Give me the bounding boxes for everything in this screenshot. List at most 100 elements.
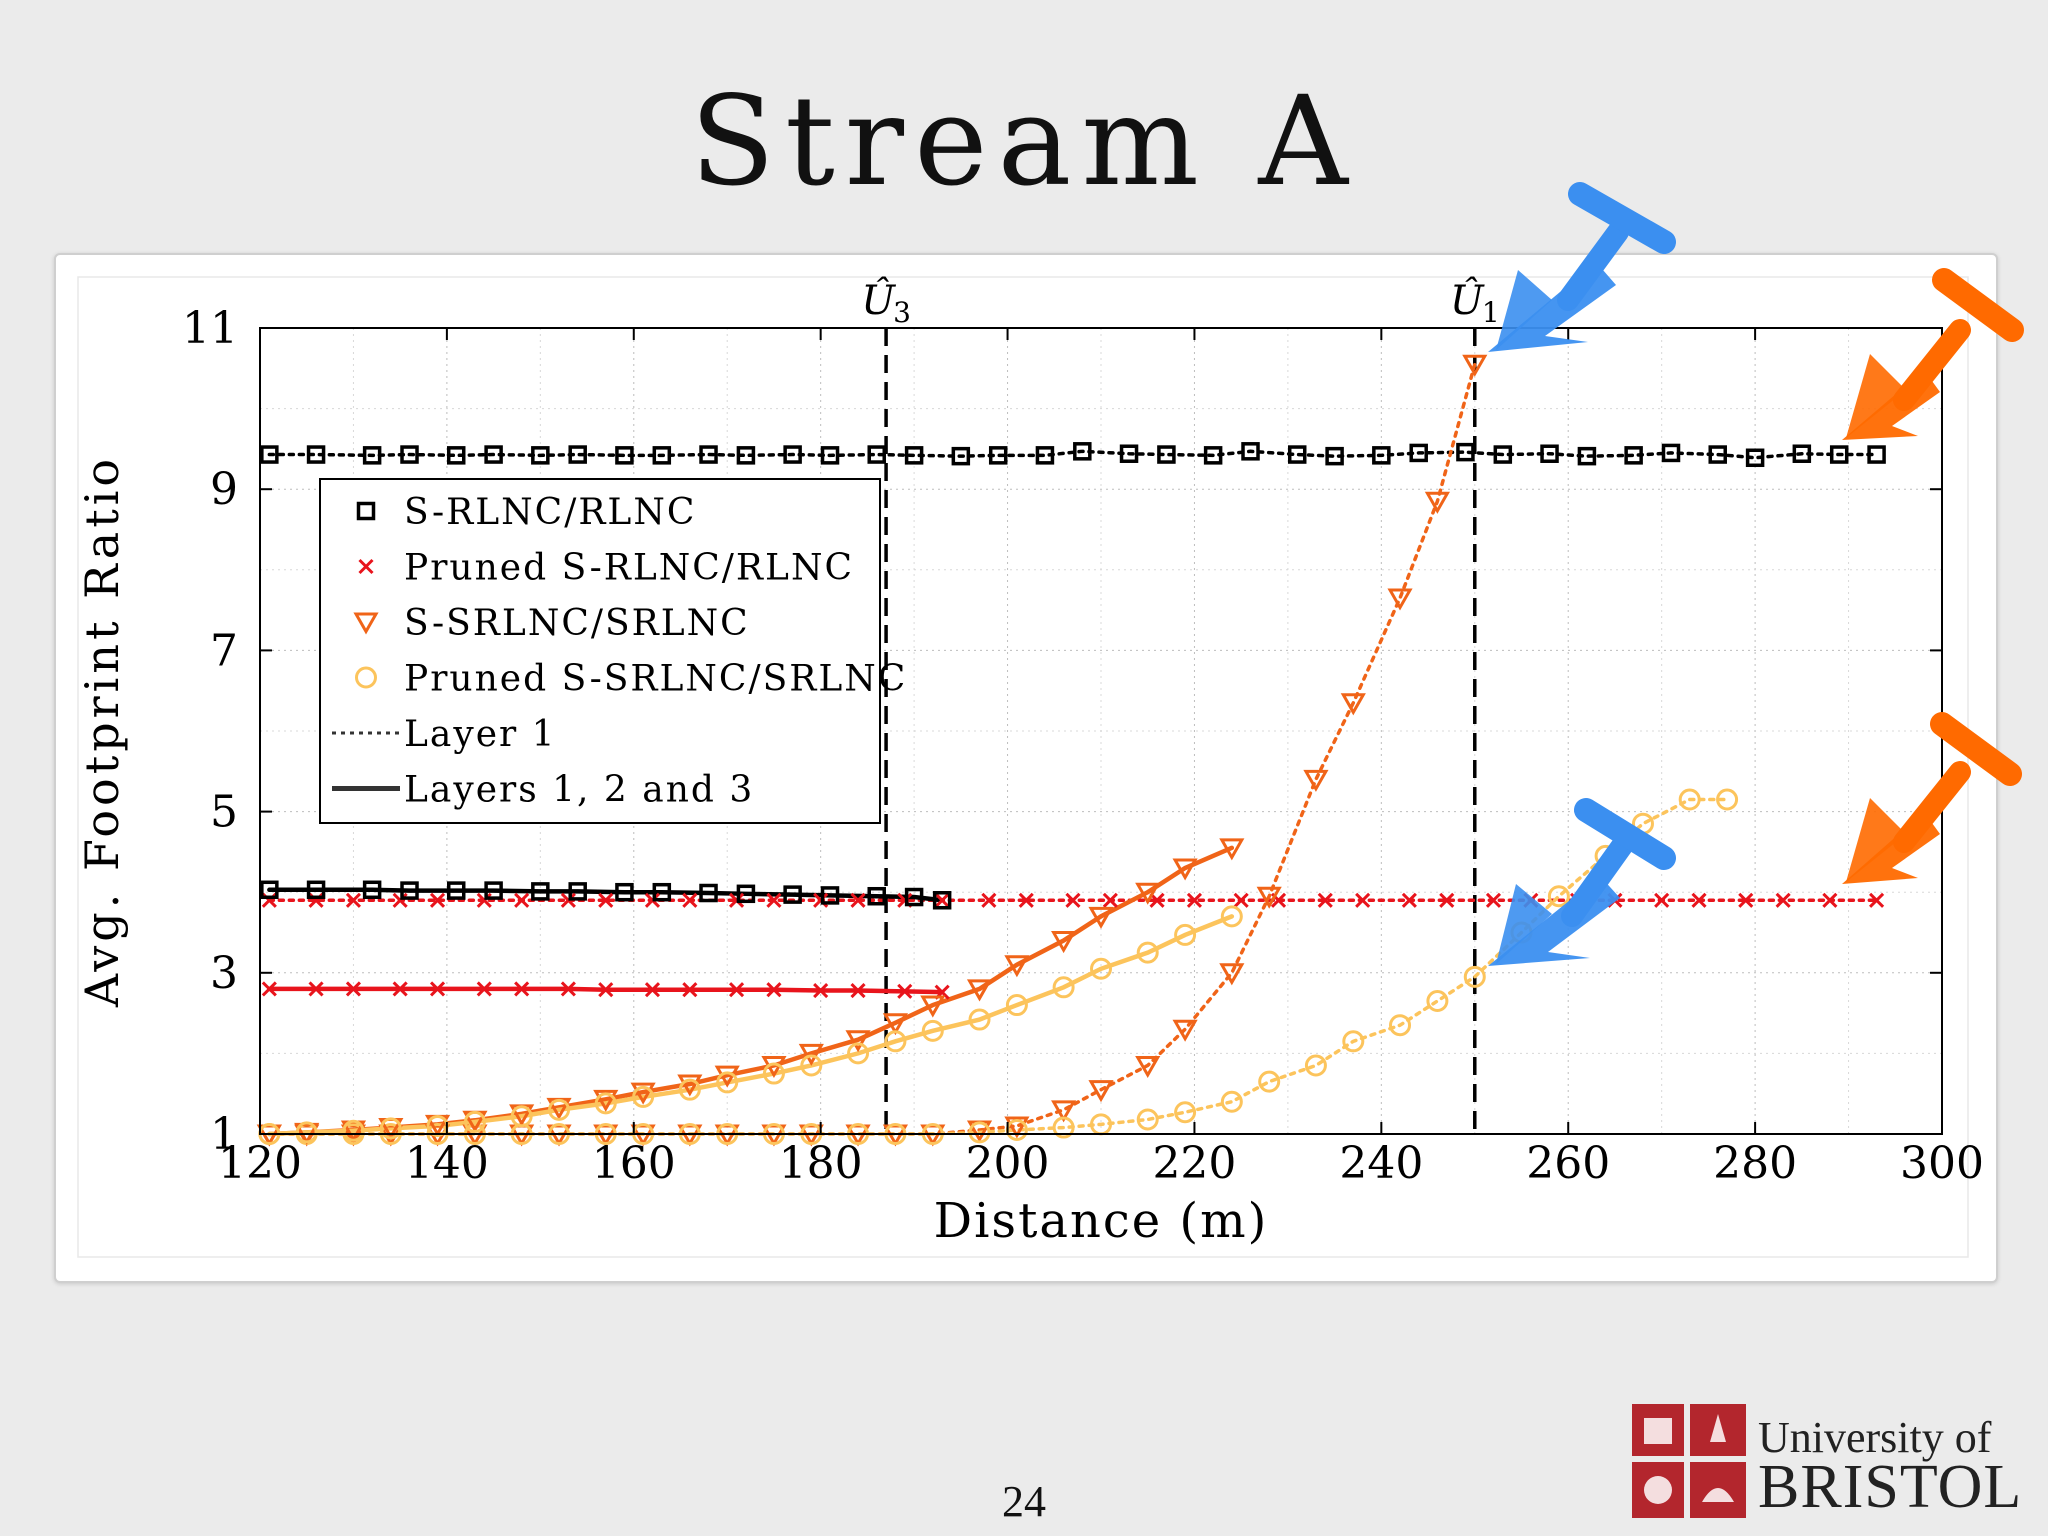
data-point bbox=[783, 445, 802, 464]
data-point bbox=[988, 446, 1008, 465]
data-point bbox=[1119, 444, 1139, 463]
data-point bbox=[1065, 892, 1081, 908]
data-point bbox=[1258, 1070, 1281, 1093]
x-axis-label: Distance (m) bbox=[934, 1193, 1269, 1249]
data-point bbox=[1172, 1019, 1198, 1042]
data-point bbox=[1577, 446, 1597, 466]
data-point bbox=[1372, 446, 1391, 465]
data-point bbox=[1174, 923, 1197, 946]
data-point bbox=[446, 881, 466, 900]
data-point bbox=[934, 892, 950, 908]
data-point bbox=[921, 1019, 944, 1042]
data-point bbox=[1325, 446, 1344, 466]
logo-text-line2: BRISTOL bbox=[1758, 1453, 2023, 1521]
data-point bbox=[1018, 892, 1034, 908]
data-point bbox=[400, 445, 419, 464]
data-point bbox=[1005, 994, 1028, 1017]
data-point bbox=[514, 981, 530, 997]
data-point bbox=[951, 446, 971, 466]
data-point bbox=[594, 1092, 617, 1115]
data-point bbox=[1738, 892, 1754, 908]
data-point bbox=[1869, 892, 1885, 908]
data-point bbox=[1051, 1100, 1077, 1123]
data-point bbox=[682, 892, 698, 908]
y-tick-label: 7 bbox=[210, 625, 238, 676]
data-point bbox=[1867, 445, 1886, 464]
data-point bbox=[1233, 892, 1249, 908]
legend-marker bbox=[356, 501, 376, 521]
legend-label: Layers 1, 2 and 3 bbox=[404, 770, 754, 811]
data-point bbox=[1219, 963, 1245, 986]
data-point bbox=[362, 446, 382, 465]
data-point bbox=[1355, 892, 1371, 908]
data-point bbox=[1462, 354, 1488, 377]
data-point bbox=[736, 446, 756, 465]
data-point bbox=[884, 1030, 907, 1053]
data-point bbox=[598, 982, 614, 998]
x-tick-label: 140 bbox=[405, 1138, 489, 1189]
data-point bbox=[1135, 1055, 1161, 1079]
data-point bbox=[510, 1105, 533, 1128]
data-point bbox=[1691, 892, 1707, 908]
data-point bbox=[476, 981, 492, 997]
y-tick-label: 9 bbox=[210, 464, 238, 515]
chart: Û3 Û1 120 140 160 180 200 220 240 260 280 30013579… bbox=[75, 276, 1984, 1258]
data-point bbox=[345, 892, 362, 908]
legend-label: Pruned S-RLNC/RLNC bbox=[404, 548, 854, 589]
data-point bbox=[615, 446, 634, 465]
vline-label: Û bbox=[861, 277, 896, 324]
data-point bbox=[568, 445, 587, 464]
data-point bbox=[446, 446, 466, 465]
data-point bbox=[904, 887, 924, 907]
data-point bbox=[1654, 892, 1670, 908]
data-point bbox=[1303, 769, 1329, 792]
data-point bbox=[1792, 444, 1812, 463]
data-point bbox=[598, 892, 614, 908]
data-point bbox=[531, 882, 550, 901]
x-tick-label: 240 bbox=[1339, 1138, 1423, 1189]
data-point bbox=[615, 882, 634, 902]
data-point bbox=[644, 892, 661, 908]
series-line bbox=[267, 449, 1879, 460]
data-point bbox=[813, 982, 829, 999]
x-tick-label: 180 bbox=[779, 1138, 863, 1189]
data-point bbox=[699, 445, 718, 464]
data-point bbox=[392, 892, 408, 908]
data-point bbox=[1172, 858, 1198, 881]
data-point bbox=[1409, 443, 1428, 463]
data-point bbox=[1463, 965, 1486, 988]
data-point bbox=[800, 1054, 823, 1077]
data-point bbox=[1317, 892, 1333, 908]
data-point bbox=[593, 1089, 619, 1112]
data-point bbox=[1387, 588, 1413, 611]
data-point bbox=[560, 981, 576, 997]
x-tick-label: 120 bbox=[218, 1138, 302, 1189]
data-point bbox=[1456, 442, 1475, 462]
data-point bbox=[882, 1013, 909, 1036]
data-point bbox=[867, 445, 886, 464]
data-point bbox=[850, 892, 866, 908]
legend-marker bbox=[358, 558, 374, 575]
data-point bbox=[1493, 445, 1513, 464]
data-point bbox=[678, 1078, 701, 1101]
vline-label-sub: 1 bbox=[1482, 296, 1500, 329]
data-point bbox=[652, 446, 672, 465]
data-point bbox=[1004, 955, 1030, 978]
data-point bbox=[429, 981, 446, 997]
data-point bbox=[1304, 1054, 1327, 1077]
data-point bbox=[484, 445, 503, 464]
data-point bbox=[514, 892, 530, 908]
data-point bbox=[1401, 892, 1417, 908]
data-point bbox=[897, 983, 913, 999]
data-point bbox=[1220, 905, 1243, 928]
vline-label: Û bbox=[1450, 277, 1485, 324]
x-tick-label: 200 bbox=[966, 1138, 1050, 1189]
data-point bbox=[729, 892, 745, 908]
data-point bbox=[798, 1043, 824, 1066]
data-point bbox=[568, 882, 587, 901]
data-point bbox=[1661, 443, 1681, 463]
data-point bbox=[766, 892, 782, 908]
data-point bbox=[260, 445, 279, 464]
data-point bbox=[644, 982, 661, 998]
data-point bbox=[1051, 931, 1077, 954]
